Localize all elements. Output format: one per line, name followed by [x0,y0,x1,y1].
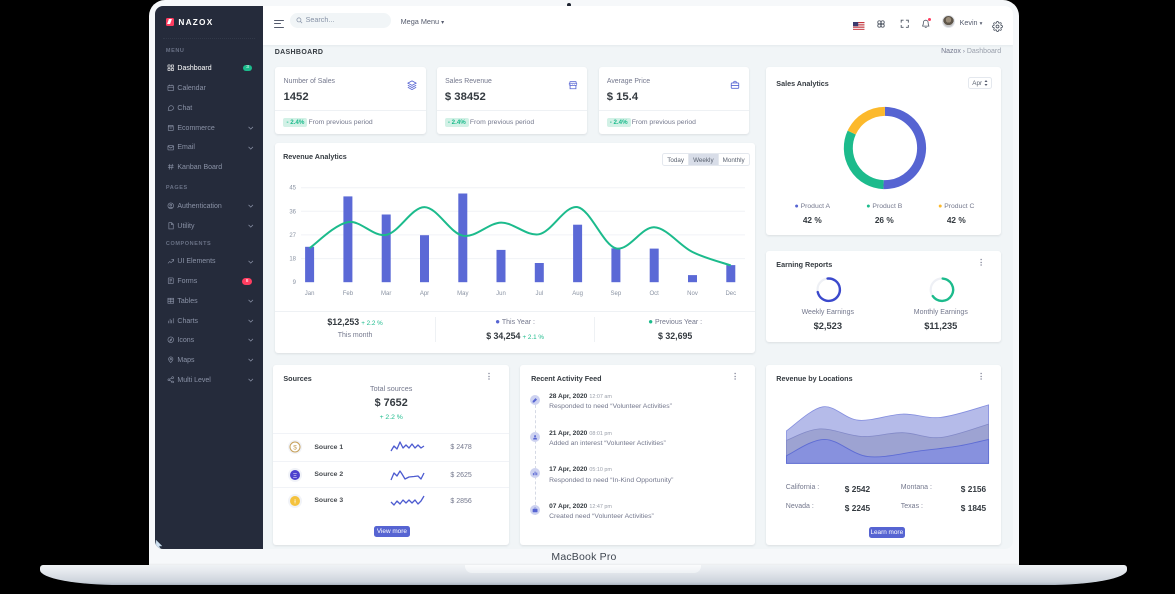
svg-text:$: $ [293,444,297,451]
svg-text:36: 36 [289,210,296,216]
svg-text:Mar: Mar [381,291,391,297]
svg-text:Jan: Jan [305,291,315,297]
svg-text:18: 18 [289,257,296,263]
svg-text:Jun: Jun [496,291,506,297]
svg-text:Feb: Feb [343,291,354,297]
svg-text:Jul: Jul [536,291,544,297]
svg-text:45: 45 [289,186,296,192]
svg-text:Nov: Nov [687,291,698,297]
svg-text:ł: ł [294,499,296,505]
svg-text:Dec: Dec [726,291,737,297]
svg-text:May: May [457,291,468,297]
svg-text:27: 27 [289,233,296,239]
svg-text:Ξ: Ξ [293,472,297,479]
svg-text:Oct: Oct [650,291,660,297]
svg-text:9: 9 [293,280,297,286]
svg-text:Sep: Sep [611,291,622,297]
svg-text:Apr: Apr [420,291,429,297]
svg-text:Aug: Aug [572,291,583,297]
